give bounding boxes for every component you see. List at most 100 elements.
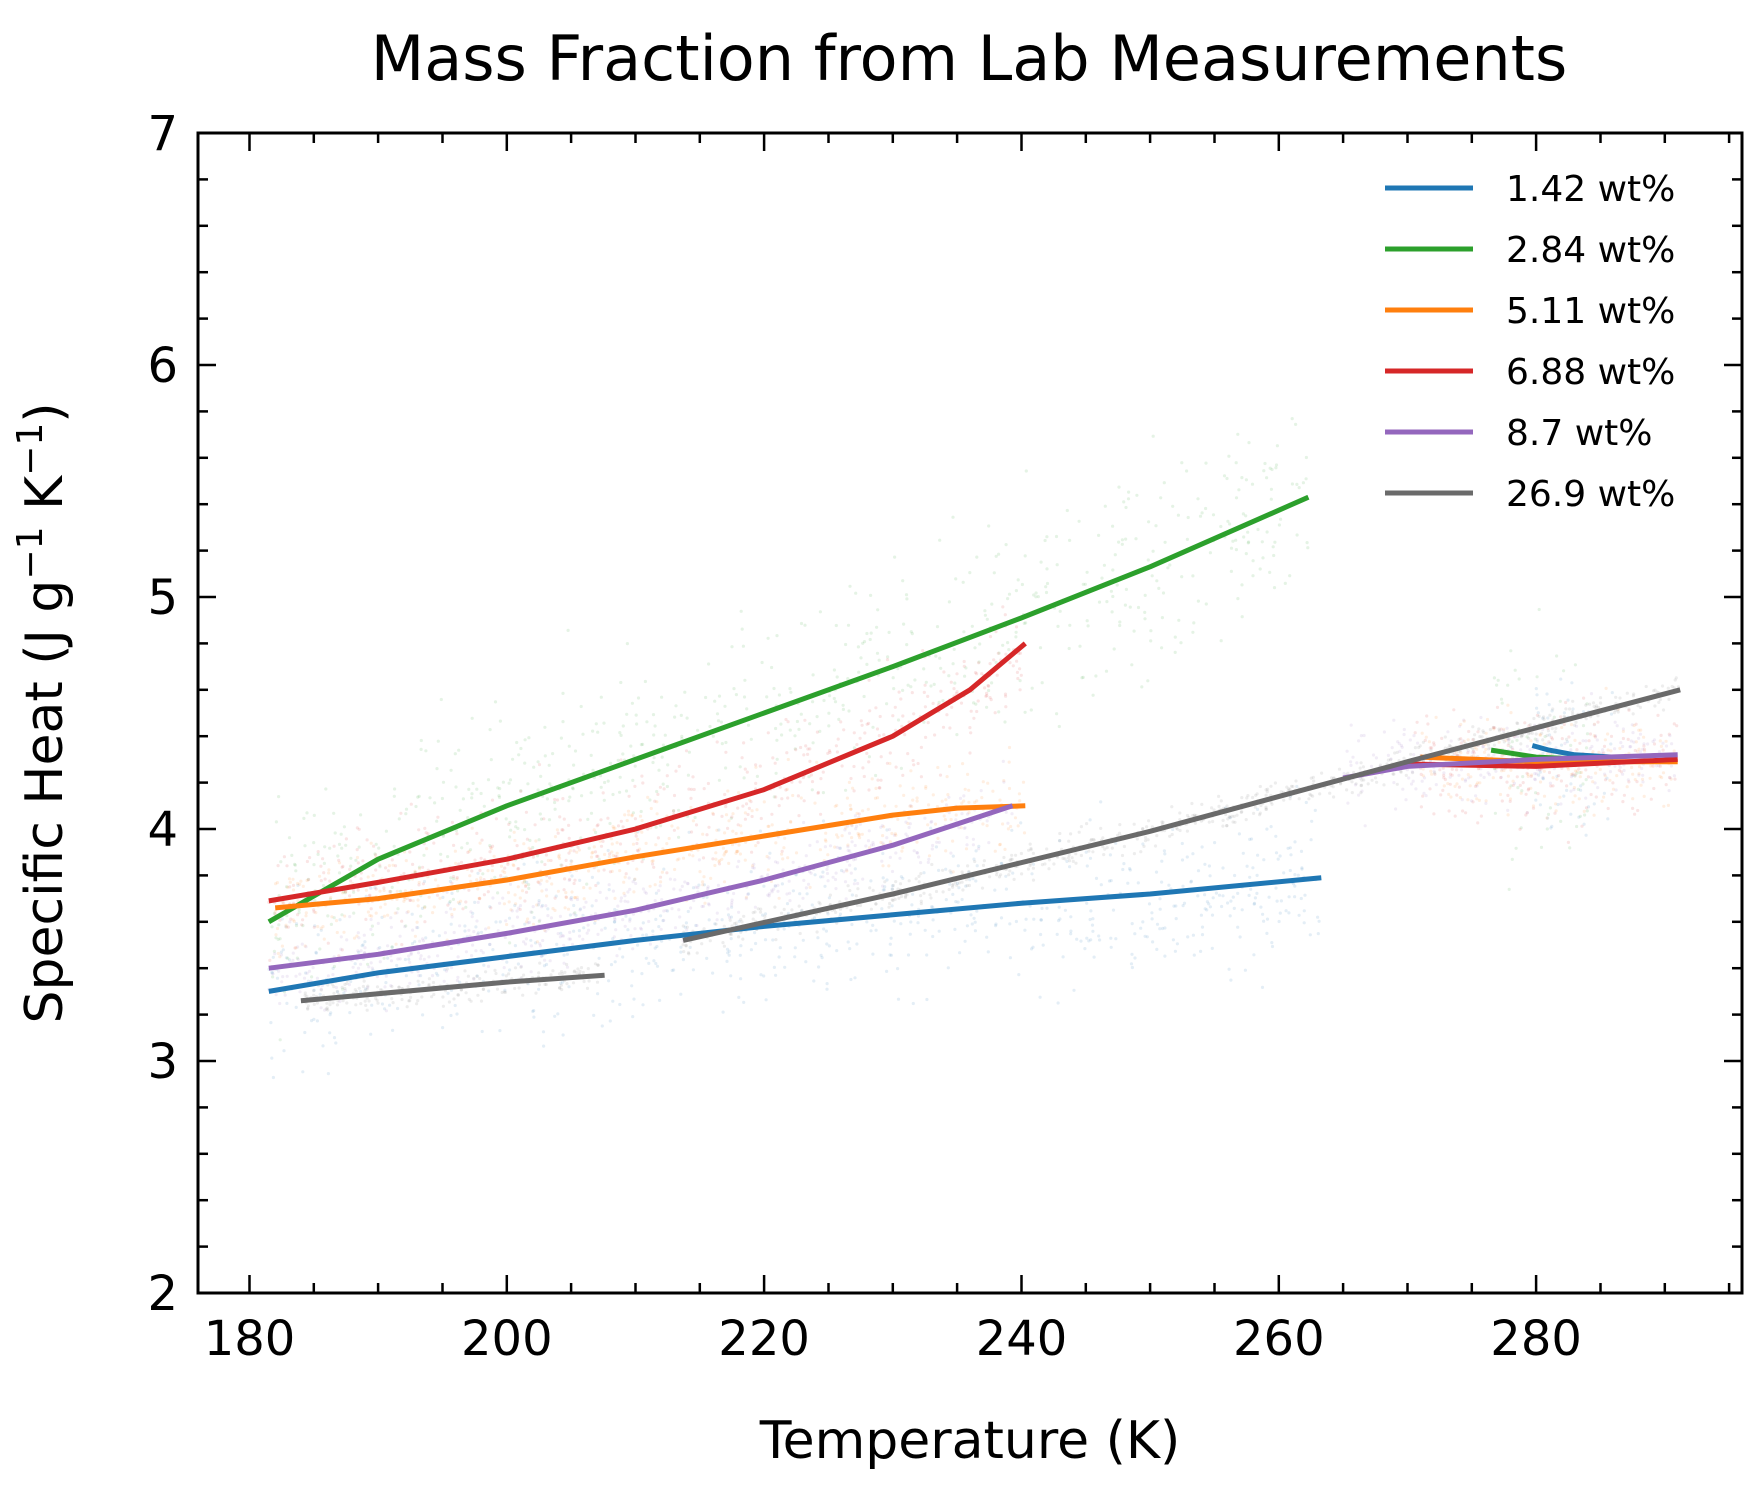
scatter-point bbox=[549, 973, 553, 977]
scatter-point bbox=[780, 849, 784, 853]
scatter-point bbox=[1515, 775, 1519, 779]
scatter-point bbox=[1284, 909, 1288, 913]
scatter-point bbox=[1556, 802, 1560, 807]
scatter-point bbox=[1542, 742, 1546, 746]
scatter-point bbox=[595, 854, 599, 859]
scatter-point bbox=[746, 812, 750, 817]
scatter-point bbox=[272, 911, 276, 915]
scatter-point bbox=[855, 811, 859, 815]
scatter-point bbox=[434, 878, 438, 882]
scatter-point bbox=[580, 794, 584, 798]
scatter-point bbox=[1128, 605, 1132, 609]
scatter-point bbox=[378, 946, 382, 950]
scatter-point bbox=[929, 826, 933, 830]
scatter-point bbox=[1002, 779, 1006, 783]
scatter-point bbox=[951, 882, 956, 886]
scatter-point bbox=[420, 906, 425, 911]
scatter-point bbox=[881, 884, 885, 888]
scatter-point bbox=[723, 831, 727, 835]
scatter-point bbox=[610, 869, 614, 874]
scatter-point bbox=[951, 854, 955, 858]
scatter-point bbox=[714, 838, 718, 842]
scatter-point bbox=[993, 849, 997, 853]
scatter-point bbox=[536, 788, 540, 792]
scatter-point bbox=[1580, 824, 1584, 828]
scatter-point bbox=[907, 816, 911, 820]
scatter-point bbox=[1479, 773, 1483, 777]
scatter-point bbox=[1476, 730, 1480, 734]
scatter-point bbox=[834, 871, 838, 875]
scatter-point bbox=[880, 859, 884, 863]
y-axis-label-part: K bbox=[15, 474, 75, 527]
scatter-point bbox=[301, 884, 305, 889]
scatter-point bbox=[1143, 617, 1147, 621]
scatter-point bbox=[1111, 594, 1115, 599]
scatter-point bbox=[1003, 720, 1007, 724]
scatter-point bbox=[1253, 896, 1257, 900]
scatter-point bbox=[1200, 511, 1204, 515]
scatter-point bbox=[1359, 761, 1363, 765]
scatter-point bbox=[623, 894, 627, 898]
scatter-point bbox=[306, 1006, 310, 1010]
scatter-point bbox=[1482, 775, 1486, 780]
scatter-point bbox=[312, 989, 316, 993]
scatter-point bbox=[1057, 919, 1061, 923]
scatter-point bbox=[418, 939, 422, 943]
scatter-point bbox=[527, 846, 531, 850]
scatter-point bbox=[488, 905, 492, 909]
scatter-point bbox=[1577, 815, 1581, 819]
scatter-point bbox=[774, 771, 778, 775]
scatter-point bbox=[1612, 711, 1616, 715]
scatter-point bbox=[1448, 775, 1452, 779]
scatter-point bbox=[852, 764, 856, 769]
scatter-point bbox=[291, 883, 296, 888]
scatter-point bbox=[772, 686, 776, 691]
scatter-point bbox=[1030, 686, 1034, 690]
scatter-point bbox=[1573, 769, 1577, 773]
scatter-point bbox=[439, 859, 443, 863]
scatter-point bbox=[677, 908, 681, 912]
scatter-point bbox=[875, 651, 880, 655]
scatter-point bbox=[621, 918, 625, 922]
scatter-point bbox=[478, 868, 482, 873]
scatter-point bbox=[861, 641, 865, 645]
scatter-point bbox=[571, 786, 575, 790]
scatter-point bbox=[1540, 731, 1544, 735]
scatter-point bbox=[665, 774, 669, 778]
scatter-point bbox=[854, 591, 858, 595]
scatter-point bbox=[749, 800, 753, 804]
scatter-point bbox=[646, 827, 650, 831]
scatter-point bbox=[278, 955, 282, 959]
scatter-point bbox=[273, 909, 277, 914]
scatter-point bbox=[643, 890, 647, 894]
scatter-point bbox=[1471, 725, 1475, 729]
scatter-point bbox=[849, 977, 853, 982]
scatter-point bbox=[774, 726, 778, 731]
scatter-point bbox=[1078, 644, 1082, 648]
scatter-point bbox=[340, 865, 344, 869]
scatter-point bbox=[312, 1002, 316, 1007]
scatter-point bbox=[683, 690, 687, 694]
scatter-point bbox=[1621, 800, 1625, 804]
scatter-point bbox=[1422, 791, 1426, 795]
scatter-point bbox=[1569, 812, 1573, 816]
scatter-point bbox=[1191, 852, 1195, 856]
scatter-point bbox=[774, 973, 778, 977]
scatter-point bbox=[780, 852, 784, 856]
scatter-point bbox=[628, 917, 632, 921]
scatter-point bbox=[596, 881, 600, 885]
scatter-point bbox=[312, 841, 316, 845]
scatter-point bbox=[1349, 763, 1353, 768]
scatter-point bbox=[867, 829, 871, 833]
scatter-point bbox=[312, 925, 316, 929]
scatter-point bbox=[662, 867, 666, 871]
scatter-point bbox=[568, 877, 572, 882]
scatter-point bbox=[624, 850, 628, 854]
scatter-point bbox=[909, 920, 913, 924]
scatter-point bbox=[625, 712, 629, 716]
scatter-point bbox=[977, 660, 981, 664]
scatter-point bbox=[656, 792, 660, 797]
scatter-point bbox=[1578, 814, 1582, 818]
scatter-point bbox=[1618, 746, 1622, 751]
scatter-point bbox=[897, 690, 901, 694]
